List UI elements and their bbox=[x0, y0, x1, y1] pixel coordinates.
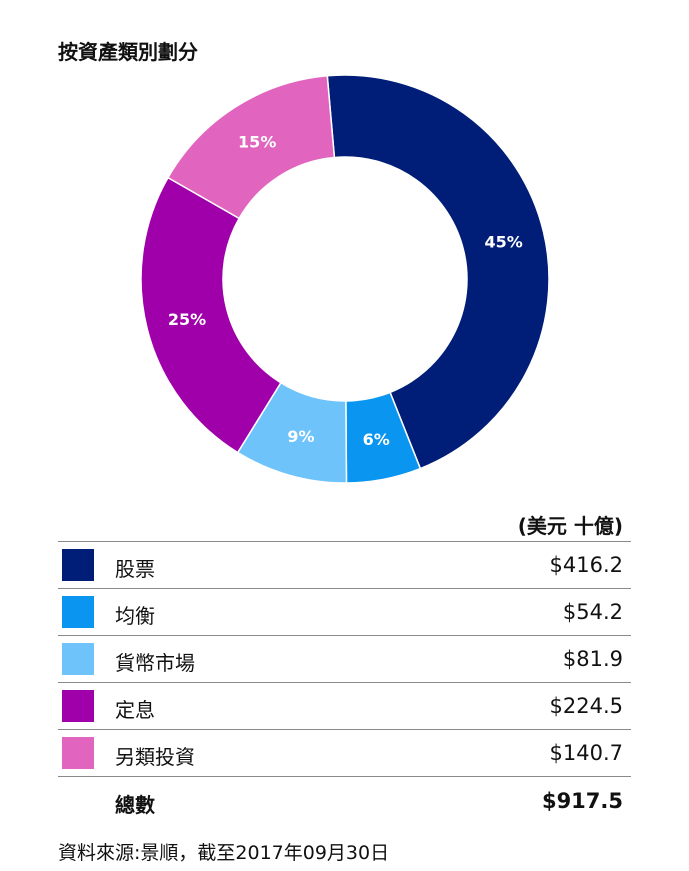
legend-value-money-market: $81.9 bbox=[562, 647, 623, 671]
legend-table: 股票 $416.2 均衡 $54.2 貨幣市場 $81.9 定息 $224.5 … bbox=[58, 541, 631, 827]
unit-label: (美元 十億) bbox=[517, 514, 623, 538]
total-value: $917.5 bbox=[541, 789, 623, 813]
slice-label-fixed-income: 25% bbox=[168, 310, 206, 329]
legend-value-alternatives: $140.7 bbox=[549, 741, 623, 765]
legend-label-balanced: 均衡 bbox=[115, 604, 155, 628]
donut-svg: 45% 6% 9% 25% 15% bbox=[140, 74, 550, 484]
donut-slice-fixed-income bbox=[140, 176, 282, 454]
legend-value-balanced: $54.2 bbox=[562, 600, 623, 624]
source-note: 資料來源:景順，截至2017年09月30日 bbox=[58, 842, 390, 864]
slice-label-stocks: 45% bbox=[484, 232, 522, 251]
total-row: 總數 $917.5 bbox=[58, 777, 631, 827]
slice-label-balanced: 6% bbox=[363, 430, 390, 449]
legend-label-stocks: 股票 bbox=[115, 557, 155, 581]
legend-row-money-market: 貨幣市場 $81.9 bbox=[58, 636, 631, 683]
legend-row-alternatives: 另類投資 $140.7 bbox=[58, 730, 631, 777]
legend-label-fixed-income: 定息 bbox=[115, 698, 155, 722]
legend-label-alternatives: 另類投資 bbox=[115, 745, 195, 769]
legend-value-stocks: $416.2 bbox=[549, 553, 623, 577]
legend-row-stocks: 股票 $416.2 bbox=[58, 542, 631, 589]
chart-title: 按資產類別劃分 bbox=[58, 40, 198, 64]
total-label: 總數 bbox=[115, 793, 155, 817]
legend-swatch-money-market bbox=[62, 643, 94, 675]
legend-label-money-market: 貨幣市場 bbox=[115, 651, 195, 675]
legend-row-balanced: 均衡 $54.2 bbox=[58, 589, 631, 636]
legend-swatch-alternatives bbox=[62, 737, 94, 769]
donut-slice-alternatives bbox=[166, 74, 336, 220]
donut-slice-stocks bbox=[326, 74, 550, 470]
legend-value-fixed-income: $224.5 bbox=[549, 694, 623, 718]
legend-swatch-balanced bbox=[62, 596, 94, 628]
slice-label-money-market: 9% bbox=[287, 427, 314, 446]
donut-chart: 45% 6% 9% 25% 15% bbox=[140, 74, 550, 484]
legend-swatch-fixed-income bbox=[62, 690, 94, 722]
legend-swatch-stocks bbox=[62, 549, 94, 581]
slice-label-alternatives: 15% bbox=[238, 133, 276, 152]
legend-row-fixed-income: 定息 $224.5 bbox=[58, 683, 631, 730]
